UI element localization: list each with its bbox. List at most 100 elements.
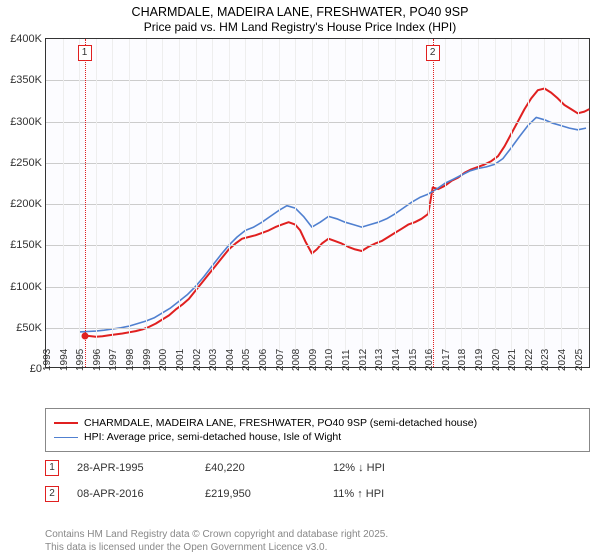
x-gridline (561, 39, 562, 367)
footer-line2: This data is licensed under the Open Gov… (45, 541, 388, 554)
x-tick-label: 2019 (474, 349, 485, 371)
event-marker-box: 2 (426, 45, 440, 61)
y-tick-label: £250K (10, 157, 42, 169)
x-gridline (63, 39, 64, 367)
legend-swatch (54, 422, 78, 424)
legend-swatch (54, 437, 78, 438)
series-line-hpi (79, 117, 586, 332)
event-row: 2 08-APR-2016 £219,950 11% ↑ HPI (45, 486, 443, 502)
x-tick-label: 2001 (175, 349, 186, 371)
event-marker-ref: 2 (45, 486, 59, 502)
x-gridline (378, 39, 379, 367)
y-gridline (46, 163, 589, 164)
y-gridline (46, 204, 589, 205)
x-tick-label: 2000 (158, 349, 169, 371)
x-gridline (461, 39, 462, 367)
x-gridline (428, 39, 429, 367)
x-gridline (146, 39, 147, 367)
event-price: £219,950 (205, 488, 315, 500)
event-marker-ref: 1 (45, 460, 59, 476)
x-gridline (511, 39, 512, 367)
y-tick-label: £0 (30, 363, 42, 375)
y-gridline (46, 287, 589, 288)
event-marker-line (85, 39, 86, 367)
x-gridline (395, 39, 396, 367)
chart-container: CHARMDALE, MADEIRA LANE, FRESHWATER, PO4… (0, 0, 600, 560)
x-tick-label: 2017 (441, 349, 452, 371)
legend-label: HPI: Average price, semi-detached house,… (84, 431, 341, 443)
event-marker-line (433, 39, 434, 367)
x-tick-label: 2004 (225, 349, 236, 371)
y-gridline (46, 245, 589, 246)
x-gridline (229, 39, 230, 367)
y-tick-label: £350K (10, 74, 42, 86)
x-gridline (495, 39, 496, 367)
x-tick-label: 2015 (408, 349, 419, 371)
x-tick-label: 2002 (192, 349, 203, 371)
x-gridline (578, 39, 579, 367)
x-tick-label: 2023 (540, 349, 551, 371)
x-tick-label: 2012 (358, 349, 369, 371)
series-start-dot (81, 332, 88, 339)
series-line-price_paid (85, 89, 590, 337)
x-gridline (295, 39, 296, 367)
x-gridline (129, 39, 130, 367)
event-date: 08-APR-2016 (77, 488, 187, 500)
y-tick-label: £400K (10, 33, 42, 45)
x-tick-label: 2005 (241, 349, 252, 371)
x-tick-label: 2018 (457, 349, 468, 371)
legend: CHARMDALE, MADEIRA LANE, FRESHWATER, PO4… (45, 408, 590, 452)
plot-area: £0£50K£100K£150K£200K£250K£300K£350K£400… (45, 38, 590, 368)
x-tick-label: 2007 (275, 349, 286, 371)
y-tick-label: £300K (10, 116, 42, 128)
y-tick-label: £200K (10, 198, 42, 210)
x-tick-label: 2020 (491, 349, 502, 371)
x-tick-label: 1993 (42, 349, 53, 371)
footer-attribution: Contains HM Land Registry data © Crown c… (45, 528, 388, 554)
x-gridline (196, 39, 197, 367)
x-gridline (412, 39, 413, 367)
x-tick-label: 2009 (308, 349, 319, 371)
x-tick-label: 2010 (324, 349, 335, 371)
footer-line1: Contains HM Land Registry data © Crown c… (45, 528, 388, 541)
x-tick-label: 2006 (258, 349, 269, 371)
legend-row: CHARMDALE, MADEIRA LANE, FRESHWATER, PO4… (54, 417, 581, 429)
x-tick-label: 2021 (507, 349, 518, 371)
x-gridline (162, 39, 163, 367)
x-tick-label: 1999 (142, 349, 153, 371)
x-gridline (179, 39, 180, 367)
x-gridline (245, 39, 246, 367)
x-tick-label: 2003 (208, 349, 219, 371)
x-tick-label: 2011 (341, 349, 352, 371)
x-tick-label: 2024 (557, 349, 568, 371)
x-tick-label: 2013 (374, 349, 385, 371)
event-row: 1 28-APR-1995 £40,220 12% ↓ HPI (45, 460, 443, 476)
x-tick-label: 2022 (524, 349, 535, 371)
x-gridline (445, 39, 446, 367)
x-gridline (262, 39, 263, 367)
event-marker-box: 1 (78, 45, 92, 61)
event-price: £40,220 (205, 462, 315, 474)
x-gridline (478, 39, 479, 367)
y-gridline (46, 80, 589, 81)
x-gridline (212, 39, 213, 367)
x-gridline (345, 39, 346, 367)
x-tick-label: 1994 (59, 349, 70, 371)
x-tick-label: 1997 (108, 349, 119, 371)
x-tick-label: 1998 (125, 349, 136, 371)
y-tick-label: £150K (10, 239, 42, 251)
title-address: CHARMDALE, MADEIRA LANE, FRESHWATER, PO4… (0, 4, 600, 20)
legend-row: HPI: Average price, semi-detached house,… (54, 431, 581, 443)
x-gridline (279, 39, 280, 367)
x-gridline (312, 39, 313, 367)
x-gridline (79, 39, 80, 367)
title-subtitle: Price paid vs. HM Land Registry's House … (0, 20, 600, 36)
x-gridline (528, 39, 529, 367)
x-gridline (362, 39, 363, 367)
event-date: 28-APR-1995 (77, 462, 187, 474)
event-delta: 12% ↓ HPI (333, 462, 443, 474)
x-gridline (112, 39, 113, 367)
x-tick-label: 1996 (92, 349, 103, 371)
event-delta: 11% ↑ HPI (333, 488, 443, 500)
x-tick-label: 2014 (391, 349, 402, 371)
